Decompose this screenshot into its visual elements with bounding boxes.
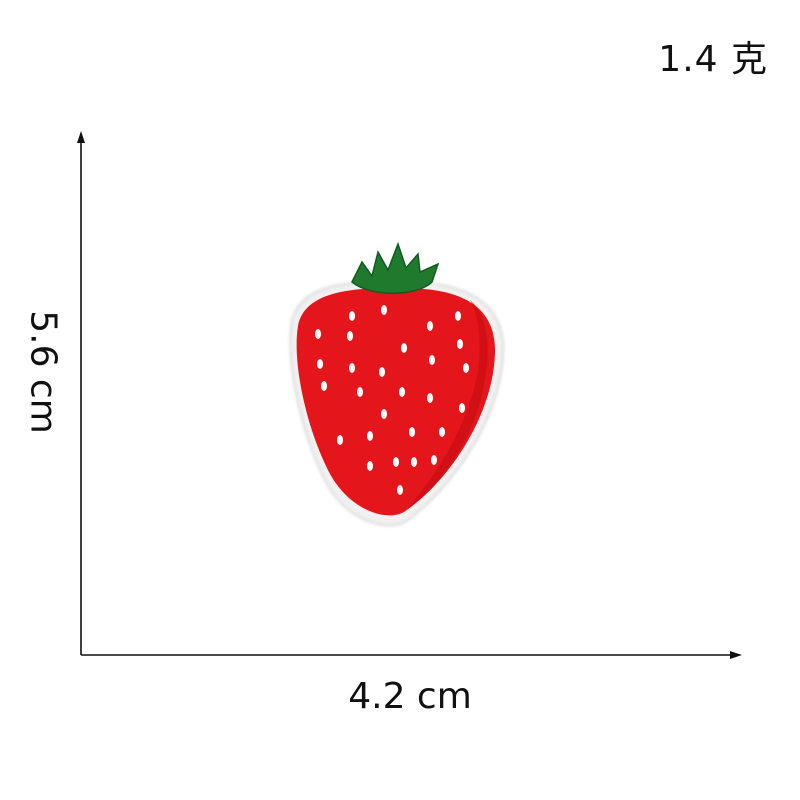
weight-label: 1.4 克 (658, 39, 768, 80)
width-label: 4.2 cm (348, 676, 472, 717)
strawberry-seeds (315, 305, 469, 495)
strawberry-leaves (351, 241, 440, 294)
height-axis-arrow (77, 131, 85, 143)
strawberry-shading (408, 300, 488, 508)
width-axis-arrow (730, 651, 742, 659)
